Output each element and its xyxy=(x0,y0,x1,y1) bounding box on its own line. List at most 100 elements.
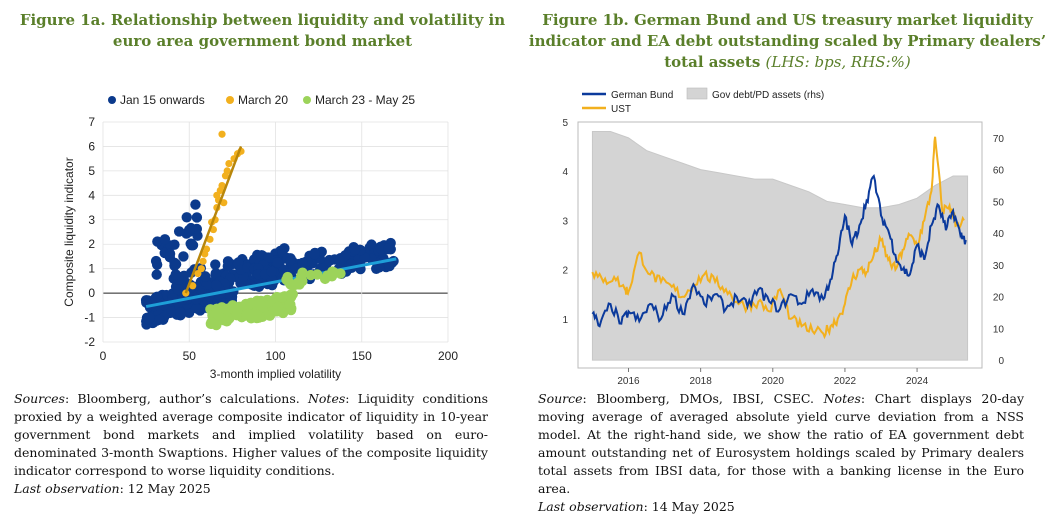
data-point xyxy=(271,305,283,317)
last-observation-text: : 12 May 2025 xyxy=(119,481,211,496)
x-tick-label: 0 xyxy=(100,349,107,363)
data-point xyxy=(210,268,222,279)
source-label: Source xyxy=(538,391,583,406)
line-german-bund xyxy=(591,173,967,328)
last-observation-label: Last observation xyxy=(14,481,120,496)
x-tick-label: 150 xyxy=(352,349,372,363)
notes-text: : Liquidity conditions proxied by a weig… xyxy=(14,391,488,478)
data-point xyxy=(211,279,222,291)
y-tick-label: 0 xyxy=(88,286,95,300)
y-tick-label: 7 xyxy=(88,115,95,129)
data-point xyxy=(281,274,292,285)
right-tick-label: 30 xyxy=(993,261,1005,272)
data-point xyxy=(292,278,303,289)
data-point xyxy=(189,282,197,290)
legend-label-bund: German Bund xyxy=(611,90,673,101)
data-point xyxy=(322,270,333,281)
right-tick-label: 50 xyxy=(993,197,1005,208)
data-point xyxy=(190,302,201,314)
data-point xyxy=(243,308,255,320)
left-tick-label: 4 xyxy=(562,167,568,178)
right-tick-label: 40 xyxy=(993,229,1005,240)
data-point xyxy=(222,256,234,267)
data-point xyxy=(190,199,201,210)
left-tick-label: 5 xyxy=(562,118,568,129)
data-point xyxy=(200,271,211,282)
left-tick-label: 2 xyxy=(562,266,568,277)
data-point xyxy=(223,167,231,175)
y-tick-label: 1 xyxy=(88,262,95,276)
data-point xyxy=(218,130,226,138)
last-observation-label: Last observation xyxy=(538,499,644,514)
data-point xyxy=(183,224,195,236)
y-tick-label: 6 xyxy=(88,139,95,153)
left-tick-label: 1 xyxy=(562,315,568,326)
data-point xyxy=(166,306,177,317)
source-text: : Bloomberg, DMOs, IBSI, CSEC. xyxy=(582,391,824,406)
data-point xyxy=(284,299,296,310)
data-point xyxy=(164,248,176,259)
x-tick-label: 50 xyxy=(183,349,197,363)
x-tick-label: 2022 xyxy=(834,376,857,387)
figure-1a-title-text: Figure 1a. Relationship between liquidit… xyxy=(19,11,506,50)
data-point xyxy=(383,243,394,254)
legend-marker xyxy=(226,96,234,104)
fit-line-march20 xyxy=(184,146,243,294)
data-point xyxy=(276,292,288,303)
y-tick-label: -2 xyxy=(84,335,95,349)
notes-text: : Chart displays 20-day moving average o… xyxy=(538,391,1025,496)
data-point xyxy=(366,239,377,250)
figure-1b-title-units: (LHS: bps, RHS:%) xyxy=(765,53,911,71)
data-point xyxy=(199,257,207,265)
data-point xyxy=(201,250,209,258)
data-point xyxy=(309,248,320,260)
data-point xyxy=(211,319,222,331)
area-gov-debt xyxy=(591,131,969,361)
figure-1a-notes: Sources: Bloomberg, author’s calculation… xyxy=(14,390,488,498)
data-point xyxy=(285,289,296,300)
right-tick-label: 60 xyxy=(993,166,1005,177)
data-point xyxy=(297,257,308,269)
data-point xyxy=(150,255,162,267)
data-point xyxy=(151,269,162,280)
data-point xyxy=(220,199,228,207)
left-tick-label: 3 xyxy=(562,216,568,227)
figure-1b-title-text: Figure 1b. German Bund and US treasury m… xyxy=(528,11,1047,71)
figure-1a-chart: -2 -1 0 1 2 3 4 5 6 7 0 50 100 150 200 3-month implied … xyxy=(62,93,458,381)
data-point xyxy=(218,181,226,190)
legend-marker xyxy=(303,96,311,104)
figure-1b-notes: Source: Bloomberg, DMOs, IBSI, CSEC. Not… xyxy=(538,390,1024,516)
legend-marker-area xyxy=(686,87,708,100)
right-tick-label: 10 xyxy=(993,324,1005,335)
legend-label: Jan 15 onwards xyxy=(120,93,205,107)
legend-label-ust: UST xyxy=(611,104,631,115)
y-tick-label: -1 xyxy=(84,311,95,325)
data-point xyxy=(284,255,296,267)
figure-1b-title: Figure 1b. German Bund and US treasury m… xyxy=(525,10,1050,73)
notes-label: Notes xyxy=(823,391,861,406)
data-point xyxy=(197,265,205,273)
figure-1a-title: Figure 1a. Relationship between liquidit… xyxy=(0,10,525,52)
data-point xyxy=(191,212,203,223)
data-point xyxy=(159,234,171,245)
data-point xyxy=(187,240,199,251)
legend-marker xyxy=(108,96,116,104)
data-point xyxy=(170,259,182,270)
y-axis-label: Composite liquidity indicator xyxy=(62,157,76,306)
y-tick-label: 5 xyxy=(88,164,95,178)
y-tick-label: 2 xyxy=(88,237,95,251)
data-point xyxy=(206,235,214,243)
data-point xyxy=(244,297,256,309)
plot-frame xyxy=(577,121,983,369)
data-point xyxy=(170,269,181,280)
data-point xyxy=(334,255,346,267)
sources-label: Sources xyxy=(14,391,65,406)
data-point xyxy=(151,291,163,303)
x-tick-label: 2018 xyxy=(690,376,713,387)
data-point xyxy=(266,266,277,277)
data-point xyxy=(225,159,233,168)
sources-text: : Bloomberg, author’s calculations. xyxy=(64,391,308,406)
right-tick-label: 0 xyxy=(998,356,1004,367)
y-tick-label: 4 xyxy=(88,188,95,202)
